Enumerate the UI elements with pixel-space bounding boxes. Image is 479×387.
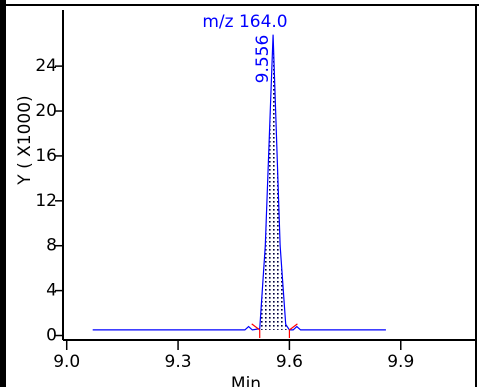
y-tick-label: 0: [46, 326, 57, 346]
frame-left: [0, 0, 6, 387]
y-tick-label: 24: [35, 56, 57, 76]
y-tick-label: 12: [35, 191, 57, 211]
y-tick-label: 8: [46, 236, 57, 256]
integration-marker: [288, 323, 298, 338]
y-tick-label: 4: [46, 281, 57, 301]
x-tick-label: 9.6: [276, 352, 303, 372]
x-tick-label: 9.0: [53, 352, 80, 372]
peak-label: 9.556: [253, 35, 273, 84]
peak-area: [259, 34, 290, 330]
integration-marker: [251, 323, 261, 338]
x-tick-label: 9.9: [387, 352, 414, 372]
chart-title: m/z 164.0: [202, 12, 287, 32]
y-axis-label: Y ( X1000): [15, 95, 35, 185]
x-axis-label: Min: [231, 374, 261, 387]
y-tick-label: 16: [35, 146, 57, 166]
line: [92, 34, 386, 331]
x-tick-label: 9.3: [165, 352, 192, 372]
y-tick-label: 20: [35, 101, 57, 121]
